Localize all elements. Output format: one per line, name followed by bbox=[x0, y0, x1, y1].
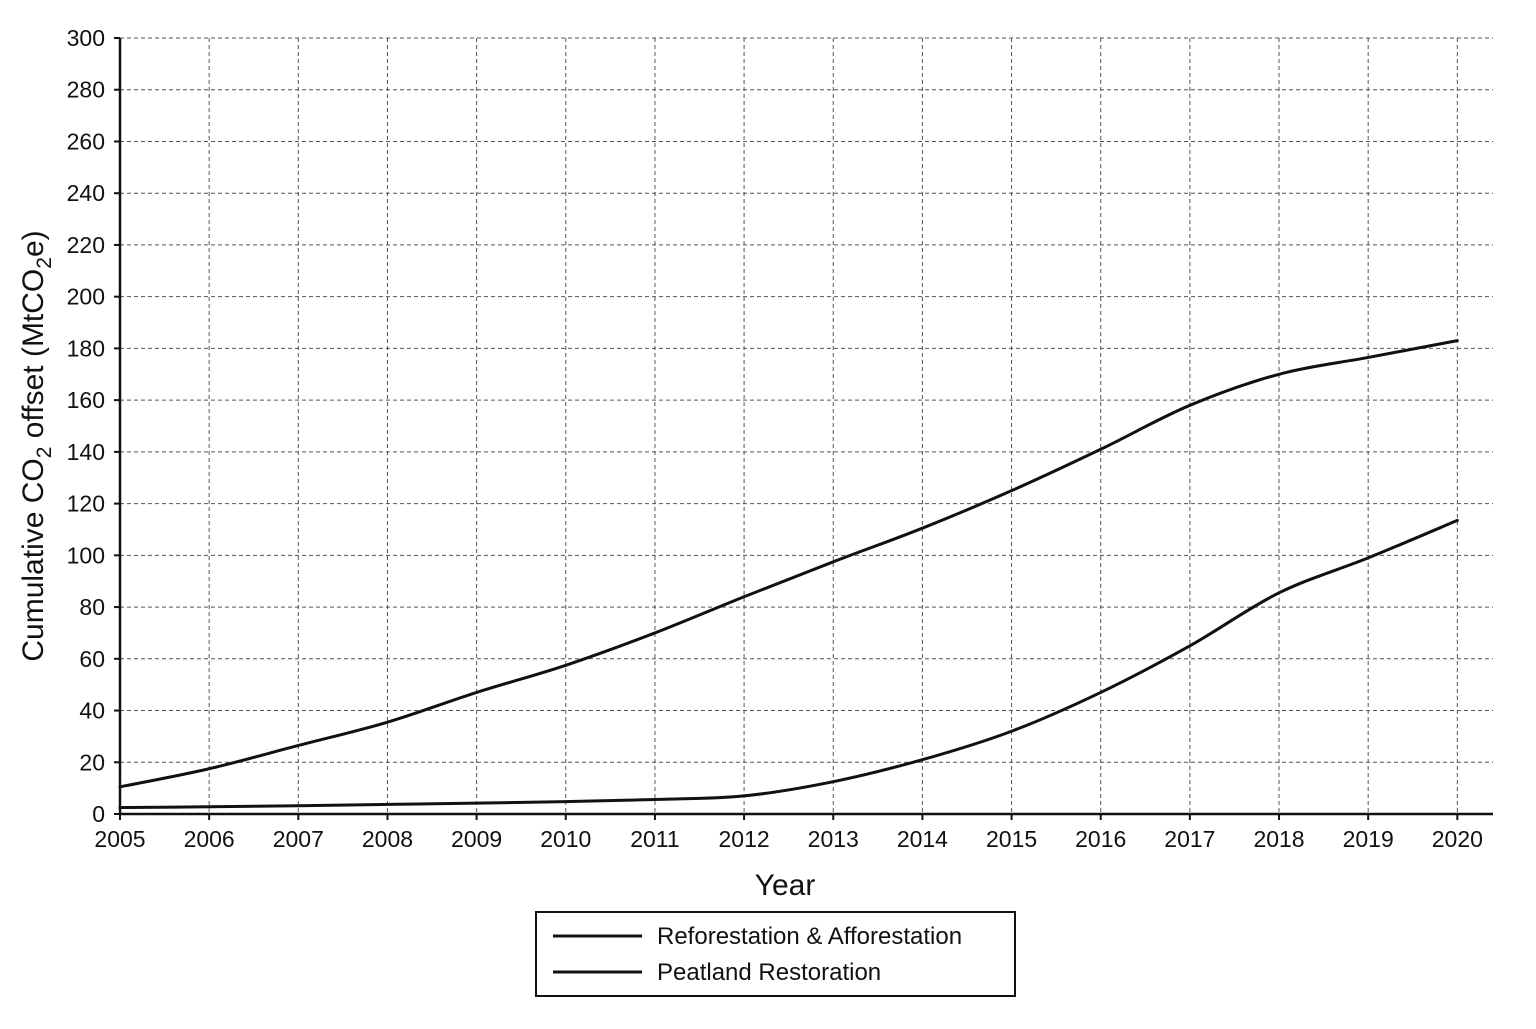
x-tick-label: 2014 bbox=[897, 826, 948, 852]
x-axis-title: Year bbox=[755, 869, 816, 902]
axes bbox=[114, 37, 1493, 820]
y-tick-label: 20 bbox=[79, 749, 105, 775]
grid bbox=[120, 37, 1493, 814]
y-tick-label: 200 bbox=[67, 284, 105, 310]
x-tick-label: 2012 bbox=[719, 826, 770, 852]
x-tick-label: 2011 bbox=[630, 826, 679, 852]
y-tick-label: 240 bbox=[67, 180, 105, 206]
x-tick-label: 2017 bbox=[1164, 826, 1215, 852]
x-tick-label: 2006 bbox=[184, 826, 235, 852]
y-tick-label: 300 bbox=[67, 25, 105, 51]
y-tick-label: 160 bbox=[67, 387, 105, 413]
y-tick-label: 180 bbox=[67, 335, 105, 361]
x-tick-label: 2010 bbox=[540, 826, 591, 852]
y-tick-label: 140 bbox=[67, 439, 105, 465]
x-tick-label: 2016 bbox=[1075, 826, 1126, 852]
x-tick-label: 2005 bbox=[94, 826, 145, 852]
y-tick-label: 260 bbox=[67, 128, 105, 154]
legend-label-peatland: Peatland Restoration bbox=[657, 959, 881, 986]
y-tick-label: 60 bbox=[79, 646, 105, 672]
series-line-reforestation-afforestation bbox=[118, 339, 1459, 789]
y-tick-label: 280 bbox=[67, 77, 105, 103]
tick-labels: 0 20 40 60 80 100 120 140 160 180 200 220 240 260 280 3… bbox=[67, 25, 1483, 852]
legend-label-reforestation: Reforestation & Afforestation bbox=[657, 923, 962, 950]
legend: Reforestation & Afforestation Peatland R… bbox=[535, 911, 1016, 997]
x-tick-label: 2013 bbox=[808, 826, 859, 852]
y-tick-label: 120 bbox=[67, 491, 105, 517]
series-line-peatland-restoration bbox=[118, 518, 1459, 810]
x-tick-label: 2007 bbox=[273, 826, 324, 852]
series-lines bbox=[118, 339, 1459, 810]
x-tick-label: 2018 bbox=[1253, 826, 1304, 852]
x-tick-label: 2009 bbox=[451, 826, 502, 852]
y-tick-label: 80 bbox=[79, 594, 105, 620]
y-tick-label: 0 bbox=[92, 801, 105, 827]
y-tick-label: 220 bbox=[67, 232, 105, 258]
x-tick-label: 2015 bbox=[986, 826, 1037, 852]
y-tick-label: 40 bbox=[79, 698, 105, 724]
x-tick-label: 2019 bbox=[1343, 826, 1394, 852]
x-tick-label: 2020 bbox=[1432, 826, 1483, 852]
legend-box bbox=[535, 911, 1016, 997]
y-axis-title: Cumulative CO2 offset (MtCO2e) bbox=[17, 230, 56, 661]
y-tick-label: 100 bbox=[67, 542, 105, 568]
x-tick-label: 2008 bbox=[362, 826, 413, 852]
